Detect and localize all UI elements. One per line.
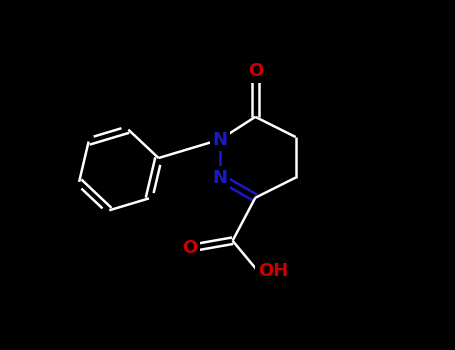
Text: N: N	[212, 131, 228, 149]
Text: OH: OH	[258, 262, 288, 280]
Text: N: N	[212, 169, 228, 187]
Text: O: O	[248, 62, 263, 80]
Text: O: O	[182, 239, 197, 257]
